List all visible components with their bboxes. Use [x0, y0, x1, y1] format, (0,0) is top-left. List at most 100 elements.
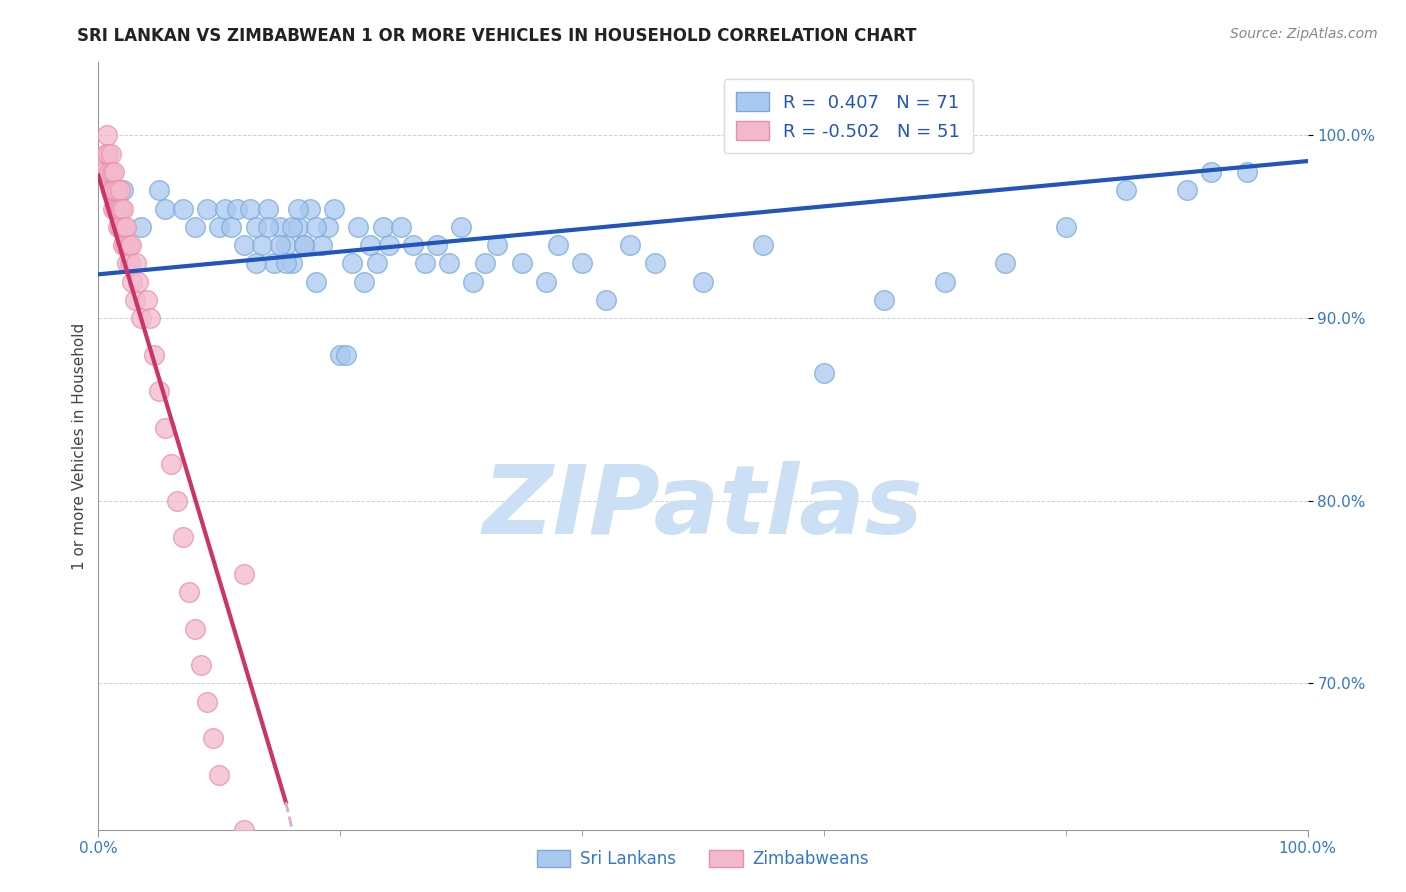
- Y-axis label: 1 or more Vehicles in Household: 1 or more Vehicles in Household: [72, 322, 87, 570]
- Point: [402, 238, 425, 252]
- Point: [105, 202, 128, 216]
- Point: [274, 238, 297, 252]
- Point: [208, 768, 231, 782]
- Point: [311, 238, 333, 252]
- Point: [245, 256, 267, 270]
- Point: [1115, 183, 1137, 197]
- Point: [1199, 165, 1222, 179]
- Point: [112, 219, 135, 234]
- Point: [100, 146, 122, 161]
- Point: [100, 183, 122, 197]
- Point: [692, 275, 714, 289]
- Point: [153, 202, 176, 216]
- Point: [619, 238, 641, 252]
- Point: [108, 183, 131, 197]
- Point: [111, 183, 134, 197]
- Point: [1236, 165, 1258, 179]
- Point: [148, 183, 170, 197]
- Point: [172, 530, 194, 544]
- Point: [353, 275, 375, 289]
- Point: [108, 202, 131, 216]
- Point: [117, 256, 139, 270]
- Point: [510, 256, 533, 270]
- Point: [195, 202, 218, 216]
- Point: [120, 238, 142, 252]
- Point: [281, 219, 304, 234]
- Point: [571, 256, 593, 270]
- Point: [250, 238, 273, 252]
- Point: [292, 238, 315, 252]
- Point: [100, 165, 122, 179]
- Point: [287, 202, 309, 216]
- Point: [110, 202, 132, 216]
- Point: [232, 238, 254, 252]
- Point: [139, 311, 162, 326]
- Point: [127, 275, 149, 289]
- Point: [305, 275, 328, 289]
- Point: [103, 165, 125, 179]
- Point: [335, 348, 357, 362]
- Point: [269, 238, 291, 252]
- Text: SRI LANKAN VS ZIMBABWEAN 1 OR MORE VEHICLES IN HOUSEHOLD CORRELATION CHART: SRI LANKAN VS ZIMBABWEAN 1 OR MORE VEHIC…: [77, 27, 917, 45]
- Point: [94, 146, 117, 161]
- Point: [347, 219, 370, 234]
- Point: [389, 219, 412, 234]
- Point: [135, 293, 157, 307]
- Point: [111, 202, 134, 216]
- Point: [360, 238, 382, 252]
- Point: [269, 219, 291, 234]
- Point: [287, 219, 309, 234]
- Point: [148, 384, 170, 399]
- Point: [934, 275, 956, 289]
- Point: [1054, 219, 1077, 234]
- Point: [143, 348, 166, 362]
- Point: [342, 256, 364, 270]
- Point: [292, 238, 315, 252]
- Point: [371, 219, 394, 234]
- Point: [208, 219, 231, 234]
- Point: [118, 256, 141, 270]
- Point: [115, 219, 138, 234]
- Text: ZIPatlas: ZIPatlas: [482, 461, 924, 554]
- Point: [129, 219, 152, 234]
- Point: [190, 658, 212, 673]
- Point: [256, 202, 278, 216]
- Point: [486, 238, 509, 252]
- Point: [232, 822, 254, 837]
- Legend: Sri Lankans, Zimbabweans: Sri Lankans, Zimbabweans: [530, 843, 876, 875]
- Point: [377, 238, 399, 252]
- Point: [96, 128, 118, 143]
- Point: [101, 202, 124, 216]
- Point: [547, 238, 569, 252]
- Point: [813, 366, 835, 380]
- Point: [463, 275, 485, 289]
- Point: [221, 219, 243, 234]
- Point: [195, 695, 218, 709]
- Text: Source: ZipAtlas.com: Source: ZipAtlas.com: [1230, 27, 1378, 41]
- Point: [108, 219, 131, 234]
- Point: [184, 622, 207, 636]
- Point: [100, 183, 122, 197]
- Point: [644, 256, 666, 270]
- Point: [994, 256, 1017, 270]
- Point: [153, 421, 176, 435]
- Point: [172, 202, 194, 216]
- Legend: R =  0.407   N = 71, R = -0.502   N = 51: R = 0.407 N = 71, R = -0.502 N = 51: [724, 79, 973, 153]
- Point: [752, 238, 775, 252]
- Point: [256, 219, 278, 234]
- Point: [305, 219, 328, 234]
- Point: [873, 293, 896, 307]
- Point: [118, 238, 141, 252]
- Point: [107, 219, 129, 234]
- Point: [239, 202, 262, 216]
- Point: [413, 256, 436, 270]
- Point: [534, 275, 557, 289]
- Point: [450, 219, 472, 234]
- Point: [323, 202, 346, 216]
- Point: [103, 183, 125, 197]
- Point: [263, 256, 285, 270]
- Point: [245, 219, 267, 234]
- Point: [93, 165, 115, 179]
- Point: [104, 202, 127, 216]
- Point: [595, 293, 617, 307]
